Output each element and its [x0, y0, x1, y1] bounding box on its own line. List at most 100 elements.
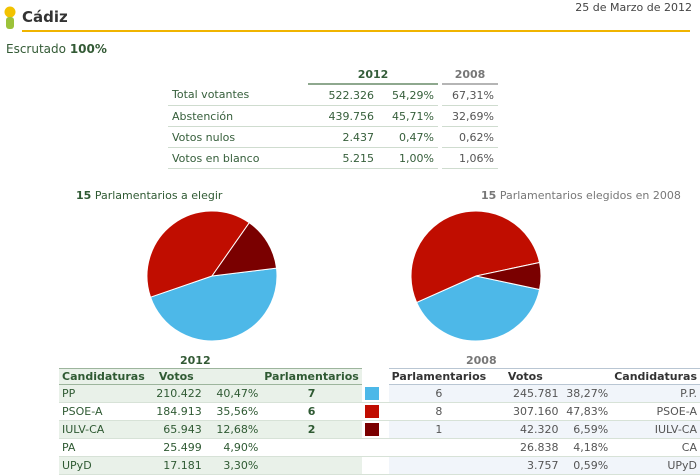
party-name-2008: PSOE-A [611, 402, 700, 421]
party-seats [261, 438, 362, 457]
province-logo-icon [4, 6, 16, 29]
turnout-pct: 0,47% [378, 126, 438, 148]
seats-elected-2008-label: Parlamentarios elegidos en 2008 [499, 189, 681, 202]
pie-slice-psoe-a [410, 210, 541, 304]
results-row: PA 25.499 4,90% 26.838 4,18% CA [59, 438, 700, 457]
results-table: Candidaturas Votos Parlamentarios Parlam… [59, 368, 700, 475]
results-row: UPyD 17.181 3,30% 3.757 0,59% UPyD [59, 456, 700, 475]
turnout-row-label: Votos en blanco [168, 147, 308, 169]
turnout-pct: 54,29% [378, 84, 438, 106]
results-row: PSOE-A 184.913 35,56% 6 8 307.160 47,83%… [59, 402, 700, 421]
turnout-row: Abstención 439.756 45,71% 32,69% [168, 105, 498, 127]
results-year-2012: 2012 [180, 354, 211, 367]
turnout-header-2008: 2008 [442, 66, 498, 85]
col-votos-2008: Votos [489, 368, 562, 385]
party-name: PA [59, 438, 148, 457]
turnout-header-2012: 2012 [308, 66, 438, 85]
pie-chart-2008 [410, 210, 542, 342]
turnout-header-blank [168, 66, 308, 84]
pie-slice-p-p [415, 275, 541, 342]
title-divider [22, 30, 690, 32]
party-seats-2008: 8 [388, 402, 490, 421]
party-votes-2008: 307.160 [489, 402, 562, 421]
party-swatch [361, 438, 389, 457]
col-swatch-blank [361, 368, 389, 385]
seats-to-elect: 15 Parlamentarios a elegir [76, 189, 222, 202]
party-seats: 6 [261, 402, 362, 421]
party-name: IULV-CA [59, 420, 148, 439]
party-seats: 7 [261, 384, 362, 403]
turnout-pct-2008: 32,69% [442, 105, 498, 127]
party-votes-2008: 42.320 [489, 420, 562, 439]
turnout-table: 2012 2008 Total votantes 522.326 54,29% … [168, 66, 498, 169]
seats-to-elect-count: 15 [76, 189, 92, 202]
party-votes: 17.181 [147, 456, 205, 475]
party-pct: 35,56% [204, 402, 262, 421]
col-pct-2008-blank [561, 368, 612, 385]
results-row: PP 210.422 40,47% 7 6 245.781 38,27% P.P… [59, 384, 700, 403]
party-name: PSOE-A [59, 402, 148, 421]
pie-slice-iulv-ca [475, 261, 542, 291]
turnout-row: Votos nulos 2.437 0,47% 0,62% [168, 126, 498, 148]
party-seats [261, 456, 362, 475]
party-pct-2008: 38,27% [561, 384, 612, 403]
psoe-color-swatch [364, 405, 379, 419]
page-title: Cádiz [22, 8, 68, 26]
party-seats: 2 [261, 420, 362, 439]
party-pct-2008: 6,59% [561, 420, 612, 439]
party-swatch [361, 456, 389, 475]
pie-slice-psoe-a [146, 210, 250, 298]
party-swatch [361, 420, 389, 439]
party-pct-2008: 47,83% [561, 402, 612, 421]
turnout-row: Total votantes 522.326 54,29% 67,31% [168, 84, 498, 106]
party-pct: 3,30% [204, 456, 262, 475]
turnout-votes: 5.215 [308, 147, 378, 169]
party-name-2008: P.P. [611, 384, 700, 403]
turnout-row-label: Total votantes [168, 84, 308, 106]
results-row: IULV-CA 65.943 12,68% 2 1 42.320 6,59% I… [59, 420, 700, 439]
pp-color-swatch [364, 387, 379, 400]
turnout-votes: 439.756 [308, 105, 378, 127]
party-pct-2008: 0,59% [561, 456, 612, 475]
turnout-row-label: Votos nulos [168, 126, 308, 148]
party-pct-2008: 4,18% [561, 438, 612, 457]
pie-chart-2012 [146, 210, 278, 342]
seats-to-elect-label: Parlamentarios a elegir [94, 189, 223, 202]
party-votes-2008: 26.838 [489, 438, 562, 457]
turnout-pct-2008: 67,31% [442, 84, 498, 106]
turnout-votes: 2.437 [308, 126, 378, 148]
turnout-pct-2008: 1,06% [442, 147, 498, 169]
party-pct: 12,68% [204, 420, 262, 439]
results-year-2008: 2008 [466, 354, 497, 367]
turnout-pct-2008: 0,62% [442, 126, 498, 148]
col-votos: Votos [147, 368, 205, 385]
turnout-pct: 1,00% [378, 147, 438, 169]
turnout-row: Votos en blanco 5.215 1,00% 1,06% [168, 147, 498, 169]
party-votes: 25.499 [147, 438, 205, 457]
iulv-color-swatch [364, 423, 379, 437]
party-seats-2008 [388, 456, 490, 475]
party-name: PP [59, 384, 148, 403]
party-seats-2008: 1 [388, 420, 490, 439]
party-votes: 184.913 [147, 402, 205, 421]
party-pct: 4,90% [204, 438, 262, 457]
escrutado-label: Escrutado [6, 42, 66, 56]
turnout-votes: 522.326 [308, 84, 378, 106]
party-pct: 40,47% [204, 384, 262, 403]
col-candidaturas: Candidaturas [59, 368, 148, 385]
party-name-2008: IULV-CA [611, 420, 700, 439]
party-votes: 65.943 [147, 420, 205, 439]
turnout-pct: 45,71% [378, 105, 438, 127]
date-label: 25 de Marzo de 2012 [575, 1, 692, 14]
party-votes: 210.422 [147, 384, 205, 403]
party-seats-2008: 6 [388, 384, 490, 403]
seats-elected-2008: 15 Parlamentarios elegidos en 2008 [481, 189, 681, 202]
escrutado-value: 100% [69, 42, 107, 56]
col-candidaturas-2008: Candidaturas [611, 368, 700, 385]
party-swatch [361, 384, 389, 403]
pie-slice-iulv-ca [210, 222, 278, 277]
turnout-row-label: Abstención [168, 105, 308, 127]
party-name: UPyD [59, 456, 148, 475]
party-votes-2008: 245.781 [489, 384, 562, 403]
col-parlamentarios: Parlamentarios [261, 368, 362, 385]
